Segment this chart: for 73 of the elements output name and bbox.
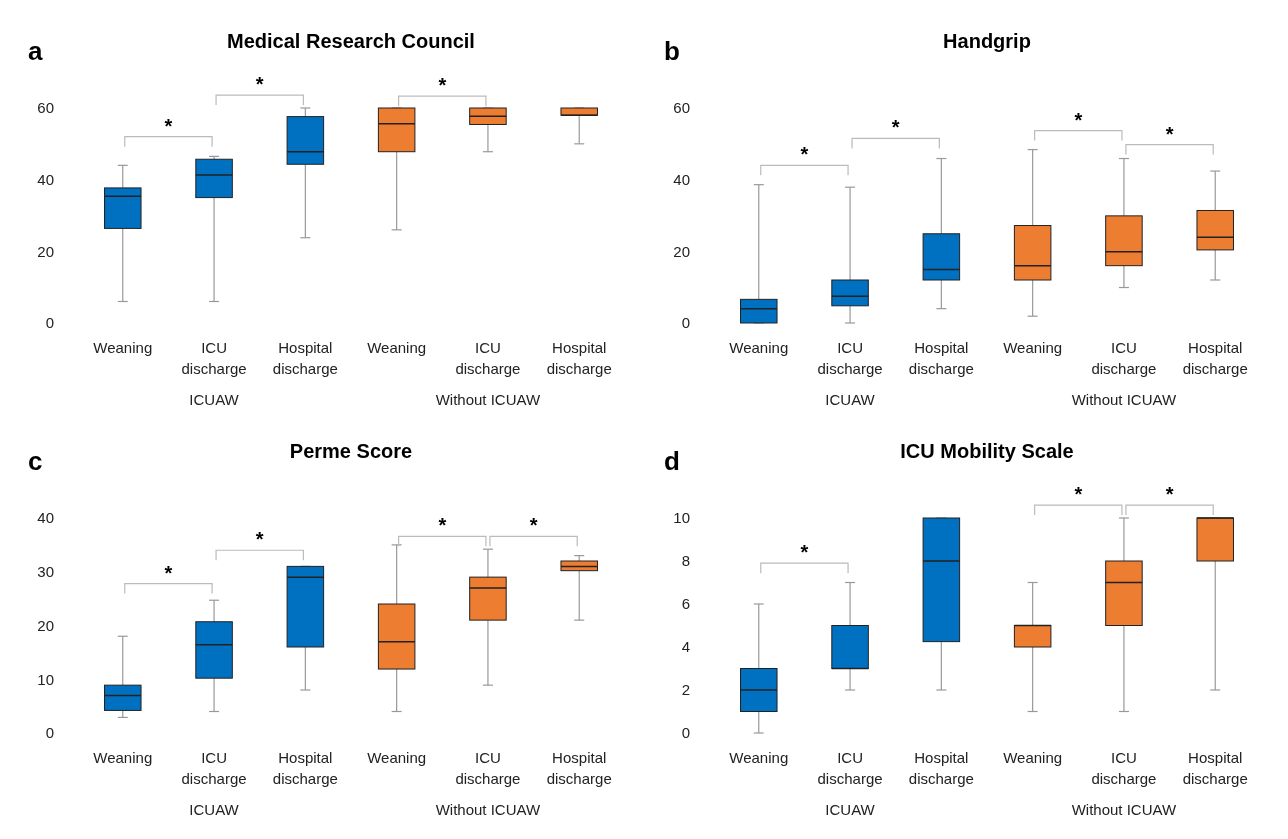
y-tick-label: 20 — [37, 616, 54, 634]
y-tick-label: 10 — [673, 509, 690, 527]
x-tick-label: Weaning — [367, 749, 427, 766]
text: d — [664, 446, 680, 476]
y-tick-label: 20 — [37, 242, 54, 260]
x-tick-label: Weaning — [93, 749, 153, 766]
x-tick-label: ICU discharge — [181, 339, 247, 377]
chart-title: Perme Score — [289, 440, 413, 462]
x-tick-label: ICU discharge — [181, 749, 247, 787]
chart-title: ICU Mobility Scale — [900, 440, 1074, 462]
text: * — [255, 73, 264, 96]
x-tick-label: Hospital discharge — [1182, 339, 1248, 377]
x-tick-label: Hospital discharge — [1182, 749, 1248, 787]
y-tick-label: 4 — [681, 638, 690, 656]
annotation: * — [255, 528, 264, 551]
x-tick-label: Weaning — [367, 339, 427, 356]
y-tick-label: 0 — [681, 724, 690, 742]
y-tick-label: 0 — [681, 314, 690, 332]
y-tick-label: 10 — [37, 670, 54, 688]
y-tick-label: 0 — [45, 724, 54, 742]
y-tick-label: 2 — [681, 681, 690, 699]
annotation: * — [438, 514, 447, 537]
x-tick-label: ICU discharge — [455, 339, 521, 377]
annotation: * — [164, 114, 173, 137]
text: a — [28, 36, 43, 66]
annotation: * — [1165, 122, 1174, 145]
y-tick-label: 40 — [37, 509, 54, 527]
text: Without ICUAW — [1071, 801, 1177, 818]
annotation: * — [800, 541, 809, 564]
text: ICUAW — [189, 391, 240, 408]
text: * — [438, 74, 447, 97]
x-tick-label: Weaning — [729, 339, 789, 356]
x-tick-label: Hospital discharge — [908, 749, 974, 787]
y-tick-label: 6 — [681, 595, 690, 613]
chart-title: Handgrip — [943, 30, 1031, 52]
x-tick-label: Hospital discharge — [908, 339, 974, 377]
text: Without ICUAW — [1071, 391, 1177, 408]
x-tick-label: Hospital discharge — [546, 749, 612, 787]
y-tick-label: 0 — [45, 314, 54, 332]
annotation: * — [891, 116, 900, 139]
x-tick-label: Hospital discharge — [546, 339, 612, 377]
y-tick-label: 40 — [673, 170, 690, 188]
text: Without ICUAW — [435, 391, 541, 408]
x-tick-label: ICU discharge — [455, 749, 521, 787]
text: * — [1074, 483, 1083, 506]
y-tick-label: 20 — [673, 242, 690, 260]
chart-title: Medical Research Council — [227, 30, 475, 52]
text: c — [28, 446, 43, 476]
annotation: * — [529, 514, 538, 537]
x-tick-label: Hospital discharge — [272, 339, 338, 377]
x-tick-label: Weaning — [93, 339, 153, 356]
x-tick-label: ICU discharge — [1091, 749, 1157, 787]
x-tick-label: ICU discharge — [1091, 339, 1157, 377]
text: Without ICUAW — [435, 801, 541, 818]
y-tick-label: 40 — [37, 170, 54, 188]
x-tick-label: Weaning — [729, 749, 789, 766]
y-tick-label: 30 — [37, 563, 54, 580]
x-tick-label: Weaning — [1003, 339, 1063, 356]
x-tick-label: ICU discharge — [817, 749, 883, 787]
x-tick-label: Weaning — [1003, 749, 1063, 766]
text: * — [1165, 483, 1174, 506]
y-tick-label: 60 — [37, 99, 54, 117]
text: ICUAW — [189, 801, 240, 818]
text: ICUAW — [825, 801, 876, 818]
annotation: * — [164, 561, 173, 584]
x-tick-label: ICU discharge — [817, 339, 883, 377]
text: b — [664, 36, 680, 66]
y-tick-label: 60 — [673, 99, 690, 117]
annotation: * — [1074, 108, 1083, 131]
x-tick-label: Hospital discharge — [272, 749, 338, 787]
text: ICUAW — [825, 391, 876, 408]
annotation: * — [800, 143, 809, 166]
y-tick-label: 8 — [681, 552, 690, 570]
